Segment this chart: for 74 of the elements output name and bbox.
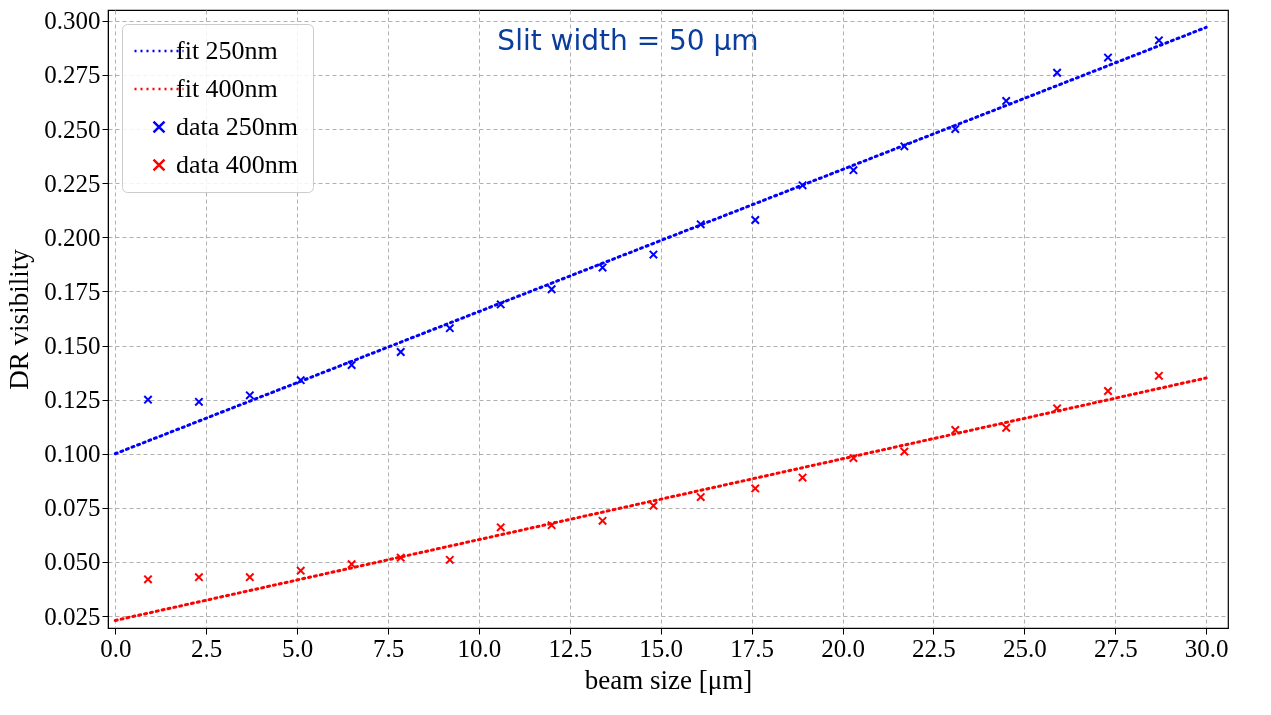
legend-label: data 400nm [176, 150, 299, 179]
y-tick-label: 0.250 [44, 115, 101, 143]
point [1052, 403, 1062, 413]
point [848, 453, 859, 463]
point [296, 565, 306, 576]
point [194, 572, 204, 582]
x-tick-label: 25.0 [1002, 634, 1047, 662]
x-tick-label: 5.0 [281, 634, 314, 662]
y-axis-title: DR visibility [4, 248, 35, 390]
point [194, 397, 204, 407]
point [1154, 35, 1164, 46]
x-tick-label: 10.0 [457, 634, 502, 662]
legend-label: fit 250nm [176, 36, 278, 65]
point [496, 522, 506, 533]
x-tick-label: 30.0 [1184, 634, 1229, 662]
point [245, 390, 255, 401]
y-tick-label: 0.300 [44, 7, 101, 35]
y-tick-label: 0.075 [44, 494, 101, 522]
point [597, 516, 608, 526]
x-tick-label: 12.5 [548, 634, 593, 662]
x-tick-label: 7.5 [372, 634, 405, 662]
point [1001, 423, 1011, 433]
point [899, 141, 910, 152]
point [296, 375, 306, 385]
x-tick-label: 22.5 [912, 634, 956, 662]
point [346, 360, 357, 370]
point [950, 425, 960, 435]
point [696, 492, 706, 502]
point [1001, 96, 1011, 106]
point [245, 572, 255, 582]
y-tick-label: 0.275 [44, 61, 101, 89]
point [597, 262, 608, 273]
point [1052, 68, 1062, 78]
point [1103, 386, 1113, 396]
annotation: Slit width = 50 μm [497, 24, 759, 57]
x-tick-label: 17.5 [730, 634, 775, 662]
y-tick-label: 0.200 [44, 223, 101, 251]
point [396, 347, 406, 357]
y-tick-label: 0.025 [44, 602, 101, 630]
legend-label: fit 400nm [176, 74, 278, 103]
point [546, 520, 557, 530]
point [546, 284, 557, 294]
point [1154, 371, 1164, 381]
y-tick-label: 0.100 [44, 440, 101, 468]
y-tick-label: 0.125 [44, 386, 101, 414]
y-tick-label: 0.050 [44, 548, 101, 576]
point [1103, 52, 1113, 63]
point [496, 299, 506, 310]
y-tick-label: 0.150 [44, 332, 101, 360]
point [797, 472, 808, 483]
x-tick-label: 2.5 [191, 634, 223, 662]
x-tick-label: 0.0 [100, 634, 132, 662]
point [696, 219, 706, 230]
point [396, 552, 406, 563]
point [648, 500, 659, 511]
point [648, 249, 659, 260]
point [445, 555, 455, 565]
point [445, 323, 455, 333]
x-tick-label: 27.5 [1093, 634, 1138, 662]
point [899, 446, 910, 457]
point [750, 215, 760, 225]
point [848, 165, 859, 175]
point [750, 483, 760, 494]
x-tick-label: 20.0 [821, 634, 865, 662]
point [143, 574, 153, 584]
y-tick-label: 0.225 [44, 169, 101, 197]
x-tick-label: 15.0 [639, 634, 684, 662]
point [143, 394, 153, 405]
x-axis-title: beam size [μm] [584, 664, 753, 695]
point [797, 180, 808, 191]
legend-label: data 250nm [176, 112, 299, 141]
y-tick-label: 0.175 [44, 277, 101, 305]
point [346, 559, 357, 569]
point [950, 124, 960, 134]
